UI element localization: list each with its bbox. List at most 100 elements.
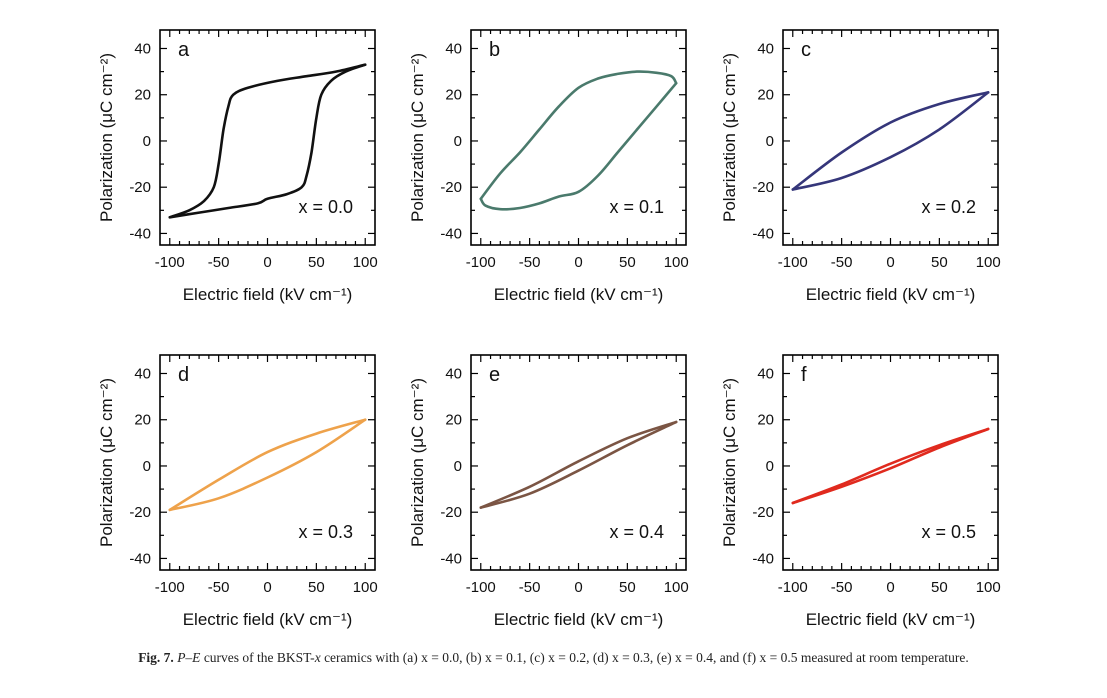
y-tick-label: 20: [757, 87, 774, 104]
x-tick-label: -50: [519, 254, 541, 271]
x-tick-label: 0: [886, 254, 894, 271]
x-tick-label: -100: [155, 579, 185, 596]
loop-branch-descending: [479, 420, 678, 509]
panel-d: -100 -50 0 50 100 -40 -20 0 20 40 Electric field (…: [97, 354, 378, 629]
loop-branch-ascending: [168, 63, 367, 219]
x-tick-label: 100: [664, 579, 689, 596]
x-axis-label: Electric field (kV cm⁻¹): [806, 285, 976, 304]
panel-c: -100 -50 0 50 100 -40 -20 0 20 40 Electric field (…: [720, 29, 1001, 304]
y-axis-label: Polarization (μC cm⁻²): [720, 378, 739, 547]
y-tick-label: -40: [129, 225, 151, 242]
x-tick-label: 100: [353, 579, 378, 596]
x-tick-label: 100: [976, 254, 1001, 271]
x-tick-label: -100: [466, 254, 496, 271]
y-tick-label: -20: [440, 179, 462, 196]
panel-a: -100 -50 0 50 100 -40 -20 0 20 40 Electric field (…: [97, 29, 378, 304]
x-tick-label: 100: [664, 254, 689, 271]
panel-label: c: [801, 39, 811, 61]
caption-xvar: x: [314, 650, 321, 665]
y-tick-label: 20: [445, 412, 462, 429]
loop-branch-descending: [168, 418, 367, 512]
x-tick-label: 0: [886, 579, 894, 596]
panel-e: -100 -50 0 50 100 -40 -20 0 20 40 Electric field (…: [408, 354, 689, 629]
x-tick-label: -50: [831, 579, 853, 596]
y-axis-label: Polarization (μC cm⁻²): [408, 378, 427, 547]
y-tick-label: 40: [445, 365, 462, 382]
caption-text: curves of the BKST-: [203, 650, 315, 665]
x-tick-label: 50: [931, 254, 948, 271]
y-tick-label: -20: [752, 504, 774, 521]
caption-rest: ceramics with (a) x = 0.0, (b) x = 0.1, …: [324, 650, 969, 665]
y-tick-label: 0: [143, 458, 151, 475]
x-tick-label: -100: [778, 254, 808, 271]
x-tick-label: -50: [519, 579, 541, 596]
loop-branch-ascending: [479, 420, 678, 509]
x-tick-label: 100: [976, 579, 1001, 596]
loop-branch-descending: [479, 70, 678, 201]
loop-branch-ascending: [168, 418, 367, 512]
panel-label: a: [178, 39, 190, 61]
x-tick-label: 0: [574, 254, 582, 271]
x-tick-label: -50: [831, 254, 853, 271]
x-axis-label: Electric field (kV cm⁻¹): [183, 610, 353, 629]
x-tick-label: 0: [574, 579, 582, 596]
figure-caption: Fig. 7. P–E curves of the BKST-x ceramic…: [0, 650, 1107, 666]
x-axis-label: Electric field (kV cm⁻¹): [806, 610, 976, 629]
loop-branch-descending: [791, 427, 990, 505]
y-tick-label: 40: [445, 40, 462, 57]
y-tick-label: 0: [766, 458, 774, 475]
loop-branch-descending: [791, 91, 990, 191]
y-tick-label: -20: [129, 179, 151, 196]
y-tick-label: -40: [752, 550, 774, 567]
composition-label: x = 0.3: [298, 522, 353, 542]
x-tick-label: 50: [308, 254, 325, 271]
x-tick-label: -50: [208, 254, 230, 271]
composition-label: x = 0.5: [921, 522, 976, 542]
loop-branch-ascending: [791, 91, 990, 191]
y-axis-label: Polarization (μC cm⁻²): [408, 53, 427, 222]
y-tick-label: 40: [134, 40, 151, 57]
y-tick-label: -20: [752, 179, 774, 196]
caption-label: Fig. 7.: [138, 650, 174, 665]
x-axis-label: Electric field (kV cm⁻¹): [494, 610, 664, 629]
y-tick-label: 0: [454, 133, 462, 150]
y-tick-label: -20: [440, 504, 462, 521]
composition-label: x = 0.0: [298, 197, 353, 217]
x-axis-label: Electric field (kV cm⁻¹): [494, 285, 664, 304]
y-tick-label: 40: [757, 40, 774, 57]
x-tick-label: -100: [778, 579, 808, 596]
x-tick-label: 50: [619, 579, 636, 596]
y-tick-label: -20: [129, 504, 151, 521]
loop-branch-ascending: [791, 427, 990, 505]
x-axis-label: Electric field (kV cm⁻¹): [183, 285, 353, 304]
y-tick-label: 20: [134, 412, 151, 429]
x-tick-label: 0: [263, 254, 271, 271]
x-tick-label: -100: [155, 254, 185, 271]
y-tick-label: -40: [129, 550, 151, 567]
y-tick-label: 20: [445, 87, 462, 104]
y-tick-label: -40: [440, 225, 462, 242]
loop-branch-ascending: [479, 81, 678, 211]
panel-label: d: [178, 364, 189, 386]
y-tick-label: 40: [134, 365, 151, 382]
panel-b: -100 -50 0 50 100 -40 -20 0 20 40 Electric field (…: [408, 29, 689, 304]
caption-pe: P–E: [177, 650, 201, 665]
y-tick-label: 40: [757, 365, 774, 382]
composition-label: x = 0.1: [609, 197, 664, 217]
panel-label: f: [801, 364, 807, 386]
y-tick-label: 20: [134, 87, 151, 104]
x-tick-label: -100: [466, 579, 496, 596]
y-axis-label: Polarization (μC cm⁻²): [720, 53, 739, 222]
x-tick-label: 0: [263, 579, 271, 596]
composition-label: x = 0.4: [609, 522, 664, 542]
panel-f: -100 -50 0 50 100 -40 -20 0 20 40 Electric field (…: [720, 354, 1001, 629]
x-tick-label: 100: [353, 254, 378, 271]
y-axis-label: Polarization (μC cm⁻²): [97, 53, 116, 222]
y-tick-label: -40: [440, 550, 462, 567]
y-axis-label: Polarization (μC cm⁻²): [97, 378, 116, 547]
y-tick-label: 0: [766, 133, 774, 150]
panel-label: e: [489, 364, 500, 386]
y-tick-label: 20: [757, 412, 774, 429]
x-tick-label: 50: [931, 579, 948, 596]
